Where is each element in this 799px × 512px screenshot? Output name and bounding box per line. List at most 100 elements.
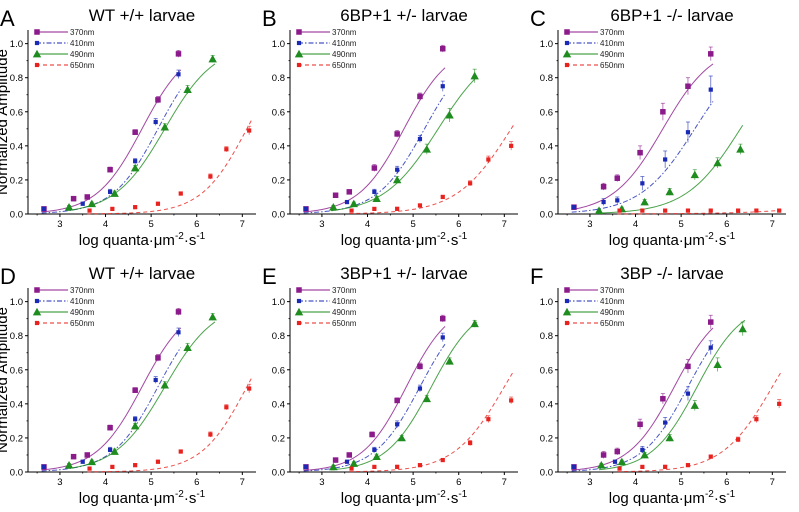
- data-point: [80, 201, 85, 206]
- panel-letter: F: [530, 264, 543, 289]
- data-point: [665, 433, 674, 442]
- series-370nm: [303, 314, 446, 471]
- legend-marker: [294, 307, 304, 316]
- series-410nm: [571, 75, 714, 213]
- series-490nm: [64, 312, 217, 470]
- data-point: [617, 466, 622, 471]
- fit-curve: [330, 76, 478, 212]
- x-tick-label: 3: [57, 219, 62, 230]
- x-tick-label: 4: [633, 219, 638, 230]
- data-point: [708, 87, 713, 92]
- data-point: [224, 147, 229, 152]
- data-point: [663, 157, 668, 162]
- data-point: [777, 401, 782, 406]
- legend-label: 410nm: [70, 39, 95, 48]
- x-axis-label-part: log quanta·μm: [341, 490, 437, 507]
- y-tick-label: 0.2: [272, 175, 285, 186]
- x-tick-label: 7: [770, 477, 775, 488]
- data-point: [594, 206, 604, 214]
- x-axis-label-part: -1: [196, 489, 205, 500]
- data-point: [130, 163, 140, 172]
- data-point: [160, 380, 169, 389]
- data-point: [754, 208, 759, 213]
- data-point: [637, 421, 643, 428]
- series-650nm: [87, 378, 252, 473]
- x-axis-label-part: log quanta·μm: [609, 490, 705, 507]
- data-point: [153, 119, 158, 125]
- y-tick-label: 0.2: [540, 433, 553, 444]
- data-point: [600, 452, 607, 458]
- data-point: [736, 208, 741, 213]
- data-point: [486, 417, 491, 422]
- x-tick-label: 6: [456, 219, 461, 230]
- y-tick-label: 0.2: [272, 433, 285, 444]
- legend-marker: [296, 62, 302, 68]
- legend-marker: [34, 40, 40, 46]
- legend-marker: [564, 298, 570, 304]
- x-tick-label: 5: [410, 219, 415, 230]
- x-tick-label: 3: [587, 219, 592, 230]
- x-tick-label: 3: [319, 219, 324, 230]
- data-point: [371, 165, 378, 171]
- data-point: [640, 447, 645, 452]
- chart-panel-e: E 3BP+1 +/- larvae 0.0 0.2 0.4 0.6 0.8 1.0 3 4 5 6 7…: [262, 264, 518, 507]
- y-axis-label: Normalized Amplitude: [0, 49, 11, 195]
- data-point: [132, 129, 138, 135]
- data-point: [417, 203, 423, 208]
- data-point: [612, 459, 618, 464]
- data-point: [84, 194, 91, 200]
- series-410nm: [41, 327, 182, 472]
- data-point: [708, 208, 713, 213]
- x-axis-label-part: -2: [705, 489, 714, 500]
- fit-curve: [617, 209, 782, 215]
- x-axis-label: log quanta·μm-2·s-1: [341, 231, 468, 249]
- data-point: [685, 130, 691, 135]
- data-point: [160, 122, 169, 131]
- legend-label: 490nm: [70, 50, 95, 59]
- legend-marker: [32, 49, 42, 58]
- x-tick-label: 7: [502, 219, 507, 230]
- legend-label: 370nm: [332, 28, 357, 37]
- x-tick-label: 6: [194, 219, 199, 230]
- fit-curve: [330, 321, 478, 471]
- data-point: [132, 387, 138, 393]
- data-point: [736, 437, 741, 442]
- data-point: [176, 330, 181, 335]
- legend: 370nm 410nm 490nm 650nm: [32, 28, 95, 70]
- y-tick-label: 0.0: [272, 210, 285, 221]
- data-point: [70, 453, 77, 460]
- y-tick-label: 0.8: [10, 73, 23, 84]
- data-point: [155, 459, 161, 464]
- legend-label: 650nm: [600, 61, 625, 70]
- y-tick-label: 0.4: [10, 141, 23, 152]
- data-point: [660, 109, 666, 115]
- legend-label: 650nm: [332, 319, 357, 328]
- panel-title: 3BP+1 +/- larvae: [340, 264, 468, 283]
- panel-letter: E: [262, 264, 277, 289]
- panel-letter: A: [0, 6, 15, 31]
- legend-marker: [564, 62, 570, 68]
- panel-title: WT +/+ larvae: [89, 264, 195, 283]
- data-point: [208, 174, 213, 179]
- data-point: [468, 440, 473, 446]
- data-point: [736, 145, 745, 153]
- legend-marker: [294, 49, 304, 58]
- legend-marker: [564, 320, 570, 326]
- legend-marker: [34, 320, 40, 326]
- y-axis-label: Normalized Amplitude: [0, 307, 11, 453]
- data-point: [397, 433, 406, 442]
- data-point: [445, 110, 454, 119]
- data-point: [440, 84, 445, 89]
- data-point: [708, 454, 713, 459]
- y-tick-label: 1.0: [10, 297, 23, 308]
- x-axis-label-part: log quanta·μm: [79, 232, 175, 249]
- fit-curve: [349, 371, 514, 473]
- data-point: [690, 170, 699, 179]
- data-point: [509, 398, 514, 403]
- x-axis-label-part: ·s: [184, 490, 197, 507]
- data-point: [64, 202, 74, 211]
- data-point: [614, 448, 621, 455]
- chart-panel-b: B 6BP+1 +/- larvae 0.0 0.2 0.4 0.6 0.8 1.0 3 4 5 6 7…: [262, 6, 518, 249]
- series-650nm: [617, 208, 782, 215]
- legend-label: 410nm: [600, 297, 625, 306]
